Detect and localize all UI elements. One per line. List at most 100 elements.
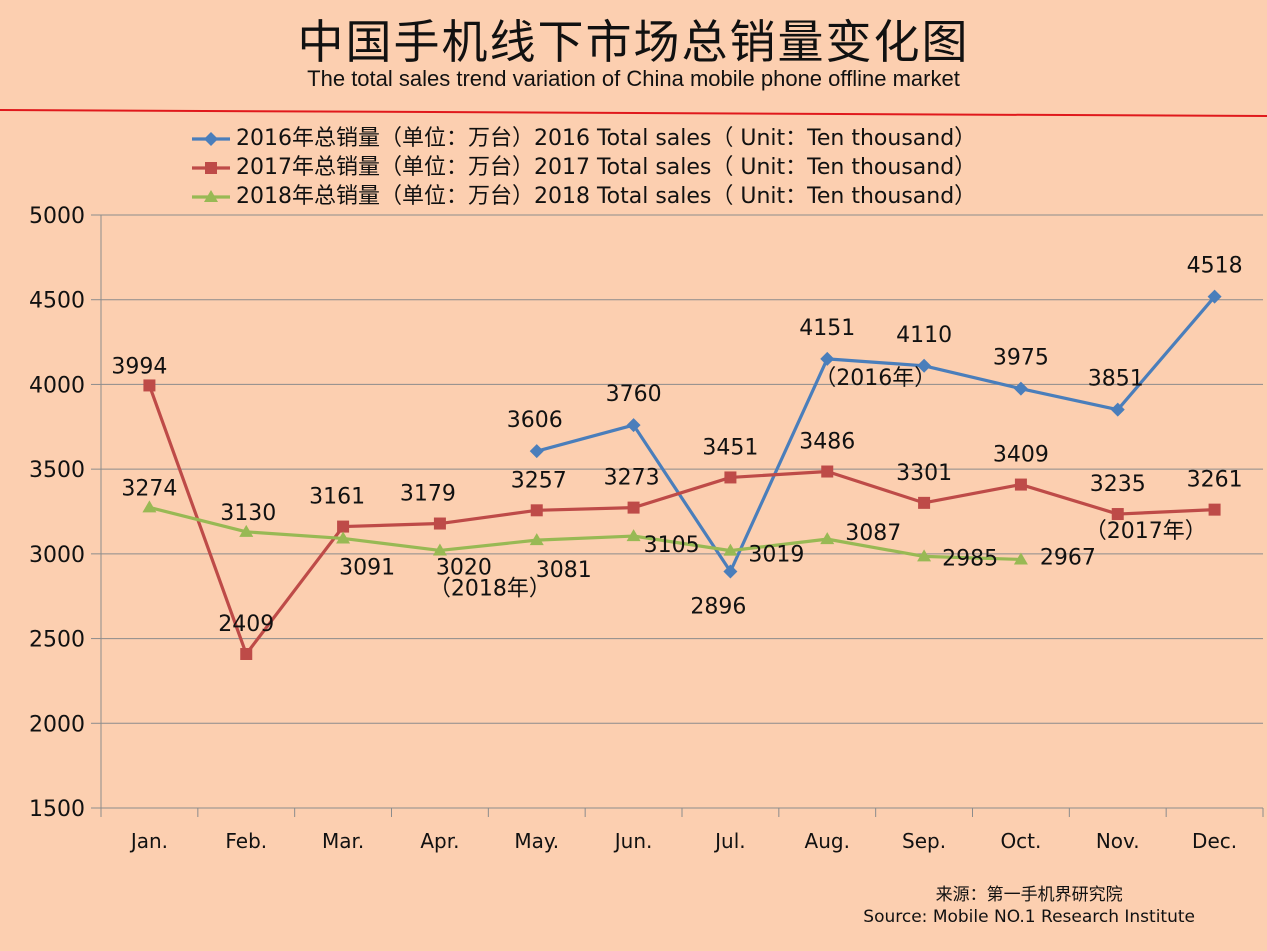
legend: 2016年总销量（单位：万台）2016 Total sales（ Unit：Te… <box>190 124 976 211</box>
data-label: 3091 <box>339 555 395 580</box>
legend-label-2016: 2016年总销量（单位：万台）2016 Total sales（ Unit：Te… <box>236 126 977 151</box>
series-line-2 <box>149 505 1021 562</box>
x-tick-label: Feb. <box>225 829 267 853</box>
legend-item-2016[interactable]: 2016年总销量（单位：万台）2016 Total sales（ Unit：Te… <box>190 124 976 153</box>
source-note: 来源：第一手机界研究院 Source: Mobile NO.1 Research… <box>863 884 1195 928</box>
data-label: 3994 <box>111 354 167 379</box>
data-point-1-4 <box>530 504 543 517</box>
data-label: 3274 <box>121 476 177 501</box>
data-label: 3130 <box>220 501 276 526</box>
data-point-1-6 <box>724 471 737 484</box>
data-label: 3606 <box>507 408 563 433</box>
legend-marker <box>205 161 217 174</box>
y-tick-label: 2500 <box>29 628 85 653</box>
data-label: 3105 <box>644 533 700 558</box>
data-point-1-10 <box>1111 508 1124 521</box>
source-cn: 来源：第一手机界研究院 <box>935 885 1123 905</box>
y-tick-label: 5000 <box>29 204 85 229</box>
data-point-2-9 <box>1013 552 1028 565</box>
legend-marker <box>204 189 218 202</box>
legend-item-2018[interactable]: 2018年总销量（单位：万台）2018 Total sales（ Unit：Te… <box>190 182 976 211</box>
data-label: 2967 <box>1040 545 1096 570</box>
data-point-1-2 <box>337 520 350 533</box>
data-point-0-7 <box>820 351 835 366</box>
x-tick-label: Oct. <box>1000 829 1041 853</box>
data-point-0-5 <box>626 418 641 433</box>
data-point-0-6 <box>723 564 738 579</box>
data-point-1-3 <box>433 517 446 530</box>
data-label: 4151 <box>799 316 855 341</box>
x-tick-label: Jun. <box>613 829 653 853</box>
legend-swatch-2017 <box>192 161 230 174</box>
data-point-0-8 <box>917 358 932 373</box>
data-label: 2409 <box>218 612 274 637</box>
data-label: 3451 <box>702 435 758 460</box>
series-tag-1: （2017年） <box>1085 519 1207 544</box>
data-label: 2896 <box>690 594 746 619</box>
y-tick-label: 3000 <box>29 543 85 568</box>
title-divider <box>0 109 1267 117</box>
x-tick-label: Apr. <box>420 829 459 853</box>
data-point-1-9 <box>1014 478 1027 491</box>
y-tick-label: 4000 <box>29 373 85 398</box>
legend-marker <box>204 131 218 146</box>
data-point-1-0 <box>143 379 156 392</box>
y-tick-label: 2000 <box>29 712 85 737</box>
chart-subtitle: The total sales trend variation of China… <box>307 66 960 91</box>
x-tick-label: Mar. <box>322 829 364 853</box>
data-point-1-1 <box>240 647 253 660</box>
data-point-2-3 <box>432 543 447 556</box>
chart-title: 中国手机线下市场总销量变化图 <box>297 15 970 69</box>
data-point-0-11 <box>1207 289 1222 304</box>
data-label: 3161 <box>309 485 365 510</box>
y-tick-label: 1500 <box>29 797 85 822</box>
data-point-2-2 <box>336 531 351 544</box>
data-label: 2985 <box>942 546 998 571</box>
data-label: 3851 <box>1088 367 1144 392</box>
data-point-0-10 <box>1110 402 1125 417</box>
data-point-0-9 <box>1013 381 1028 396</box>
data-label: 3273 <box>604 466 660 491</box>
legend-swatch-2016 <box>192 131 230 146</box>
data-point-2-8 <box>917 549 932 562</box>
data-point-1-11 <box>1208 503 1221 516</box>
series-line-0 <box>536 295 1216 574</box>
x-tick-label: Sep. <box>902 829 946 853</box>
data-label: 3179 <box>400 482 456 507</box>
data-label: 3087 <box>845 521 901 546</box>
legend-swatch-2018 <box>192 189 230 202</box>
data-point-2-7 <box>820 532 835 545</box>
source-en: Source: Mobile NO.1 Research Institute <box>863 907 1195 927</box>
data-point-2-5 <box>626 529 641 542</box>
series-tag-2: （2018年） <box>429 576 551 601</box>
data-label: 3019 <box>748 543 804 568</box>
x-tick-label: May. <box>514 829 559 853</box>
x-tick-label: Dec. <box>1192 829 1237 853</box>
data-point-0-4 <box>529 444 544 459</box>
data-label: 3975 <box>993 346 1049 371</box>
data-point-1-5 <box>627 501 640 514</box>
series-tag-0: （2016年） <box>814 366 936 391</box>
legend-label-2017: 2017年总销量（单位：万台）2017 Total sales（ Unit：Te… <box>236 155 977 180</box>
data-label: 3081 <box>536 558 592 583</box>
data-point-1-7 <box>821 465 834 478</box>
data-point-2-6 <box>723 543 738 556</box>
x-tick-label: Nov. <box>1096 829 1140 853</box>
legend-item-2017[interactable]: 2017年总销量（单位：万台）2017 Total sales（ Unit：Te… <box>190 153 976 182</box>
y-tick-label: 4500 <box>29 289 85 314</box>
data-label: 3760 <box>606 382 662 407</box>
data-label: 3257 <box>511 468 567 493</box>
data-point-1-8 <box>918 496 931 509</box>
data-label: 3486 <box>799 430 855 455</box>
data-label: 3261 <box>1187 468 1243 493</box>
data-label: 3235 <box>1090 472 1146 497</box>
data-label: 3409 <box>993 443 1049 468</box>
data-point-2-1 <box>239 524 254 537</box>
x-tick-label: Jul. <box>713 829 746 853</box>
y-tick-label: 3500 <box>29 458 85 483</box>
legend-label-2018: 2018年总销量（单位：万台）2018 Total sales（ Unit：Te… <box>236 184 977 209</box>
data-point-2-0 <box>142 500 157 513</box>
data-point-2-4 <box>529 533 544 546</box>
x-tick-label: Aug. <box>805 829 850 853</box>
